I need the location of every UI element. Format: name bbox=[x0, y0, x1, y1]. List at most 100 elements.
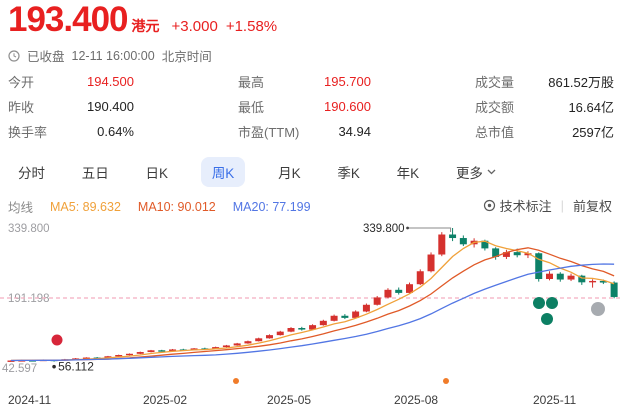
x-axis: 2024-11 2025-02 2025-05 2025-08 2025-11 bbox=[0, 393, 622, 411]
tab-more[interactable]: 更多 bbox=[452, 157, 500, 187]
ma-line-ma5 bbox=[10, 240, 615, 362]
event-marker-dot[interactable] bbox=[533, 297, 545, 309]
candle-body bbox=[546, 273, 553, 280]
event-marker-dot[interactable] bbox=[233, 378, 239, 384]
candle-body bbox=[502, 252, 510, 257]
candle-body bbox=[319, 320, 327, 326]
forward-adjust-label: 前复权 bbox=[572, 199, 612, 214]
high-annotation-leader bbox=[408, 227, 452, 232]
candle-body bbox=[362, 304, 370, 312]
candle-body bbox=[449, 234, 457, 239]
stat-turnover-rate: 换手率 0.64% bbox=[8, 119, 134, 144]
candle-body bbox=[255, 338, 263, 342]
ma10-value: MA10: 90.012 bbox=[137, 199, 216, 214]
stat-value: 194.500 bbox=[87, 74, 134, 89]
current-price: 193.400 bbox=[8, 0, 129, 39]
stat-value: 195.700 bbox=[324, 74, 371, 89]
tab-quarterly-k[interactable]: 季K bbox=[337, 166, 360, 181]
tab-five-day[interactable]: 五日 bbox=[81, 166, 109, 181]
forward-adjust-button[interactable]: 前复权 bbox=[573, 196, 612, 215]
currency-label: 港元 bbox=[131, 18, 160, 34]
period-tabs: 分时 五日 日K 周K 月K 季K 年K 更多 bbox=[14, 157, 500, 187]
chevron-down-icon bbox=[487, 169, 496, 175]
candle-body bbox=[158, 350, 166, 352]
candle-body bbox=[492, 248, 500, 257]
stat-value: 861.52万股 bbox=[548, 75, 614, 90]
tab-minute[interactable]: 分时 bbox=[18, 166, 45, 181]
stat-value: 190.400 bbox=[87, 99, 134, 114]
high-annotation-label: 339.800 bbox=[363, 223, 405, 235]
candle-body bbox=[244, 341, 252, 344]
market-status: 已收盘 bbox=[27, 50, 65, 64]
tab-daily-k[interactable]: 日K bbox=[145, 166, 169, 181]
chart-tools: 技术标注 | 前复权 bbox=[483, 196, 612, 215]
candle-body bbox=[535, 253, 543, 280]
clock-icon bbox=[8, 49, 20, 62]
candle-body bbox=[222, 345, 230, 348]
candle-body bbox=[610, 282, 618, 297]
candle-body bbox=[427, 254, 435, 272]
candle-body bbox=[341, 315, 349, 318]
candle-body bbox=[147, 350, 155, 353]
ma-legend: 均线 MA5: 89.632 MA10: 90.012 MA20: 77.199 bbox=[8, 197, 311, 216]
event-marker-dot[interactable] bbox=[546, 297, 558, 309]
technical-annotation-button[interactable]: 技术标注 bbox=[483, 196, 552, 215]
x-axis-label: 2024-11 bbox=[8, 393, 52, 407]
candle-body bbox=[459, 238, 467, 245]
tab-more-label: 更多 bbox=[455, 166, 483, 181]
market-status-row: 已收盘 12-11 16:00:00 北京时间 bbox=[8, 46, 212, 65]
timezone-label: 北京时间 bbox=[161, 50, 212, 64]
event-marker-dot[interactable] bbox=[541, 313, 553, 325]
stat-label: 今开 bbox=[8, 75, 35, 90]
event-marker-dot[interactable] bbox=[443, 378, 449, 384]
candle-body bbox=[524, 253, 532, 256]
candle-body bbox=[481, 240, 489, 249]
tab-yearly-k[interactable]: 年K bbox=[396, 166, 420, 181]
low-annotation-dot bbox=[52, 364, 56, 369]
stat-label: 换手率 bbox=[8, 125, 48, 140]
candle-body bbox=[82, 357, 90, 359]
stat-value: 34.94 bbox=[338, 124, 371, 139]
candle-body bbox=[395, 289, 403, 293]
ma-line-ma20 bbox=[10, 263, 615, 362]
x-axis-label: 2025-02 bbox=[143, 393, 188, 407]
stat-label: 昨收 bbox=[8, 100, 35, 115]
stat-low: 最低 190.600 bbox=[238, 94, 371, 119]
stats-column-3: 成交量 861.52万股 成交额 16.64亿 总市值 2597亿 bbox=[475, 69, 614, 144]
candle-body bbox=[405, 284, 413, 293]
candle-body bbox=[438, 234, 446, 255]
candle-body bbox=[212, 347, 220, 349]
candle-body bbox=[115, 355, 123, 357]
low-annotation-label: 56.112 bbox=[58, 360, 94, 374]
candle-body bbox=[104, 356, 112, 358]
candle-body bbox=[233, 343, 241, 346]
ma-legend-title: 均线 bbox=[8, 201, 34, 215]
candle-body bbox=[384, 289, 392, 298]
candle-body bbox=[513, 252, 521, 256]
stats-column-2: 最高 195.700 最低 190.600 市盈(TTM) 34.94 bbox=[238, 69, 371, 144]
candle-body bbox=[265, 335, 273, 339]
stats-column-1: 今开 194.500 昨收 190.400 换手率 0.64% bbox=[8, 69, 134, 144]
candle-body bbox=[276, 331, 284, 336]
stat-market-cap: 总市值 2597亿 bbox=[475, 119, 614, 144]
event-marker-dot[interactable] bbox=[591, 302, 605, 316]
x-axis-label: 2025-05 bbox=[267, 393, 312, 407]
stat-value: 0.64% bbox=[97, 124, 134, 139]
x-axis-label: 2025-08 bbox=[394, 393, 439, 407]
event-marker-dot[interactable] bbox=[51, 334, 63, 346]
ma5-value: MA5: 89.632 bbox=[50, 199, 121, 214]
candle-body bbox=[567, 275, 575, 280]
stat-label: 成交量 bbox=[475, 75, 515, 90]
stat-label: 最低 bbox=[238, 100, 265, 115]
tab-weekly-k[interactable]: 周K bbox=[200, 157, 246, 187]
tools-divider: | bbox=[560, 198, 564, 213]
kline-chart[interactable]: 339.800 191.198 42.597 339.800 56.112 bbox=[0, 215, 622, 391]
stat-value: 190.600 bbox=[324, 99, 371, 114]
stat-prev-close: 昨收 190.400 bbox=[8, 94, 134, 119]
stat-label: 最高 bbox=[238, 75, 265, 90]
tab-monthly-k[interactable]: 月K bbox=[278, 166, 301, 181]
candle-body bbox=[373, 297, 381, 305]
price-change: +3.000 bbox=[171, 18, 218, 35]
price-change-percent: +1.58% bbox=[225, 18, 278, 35]
